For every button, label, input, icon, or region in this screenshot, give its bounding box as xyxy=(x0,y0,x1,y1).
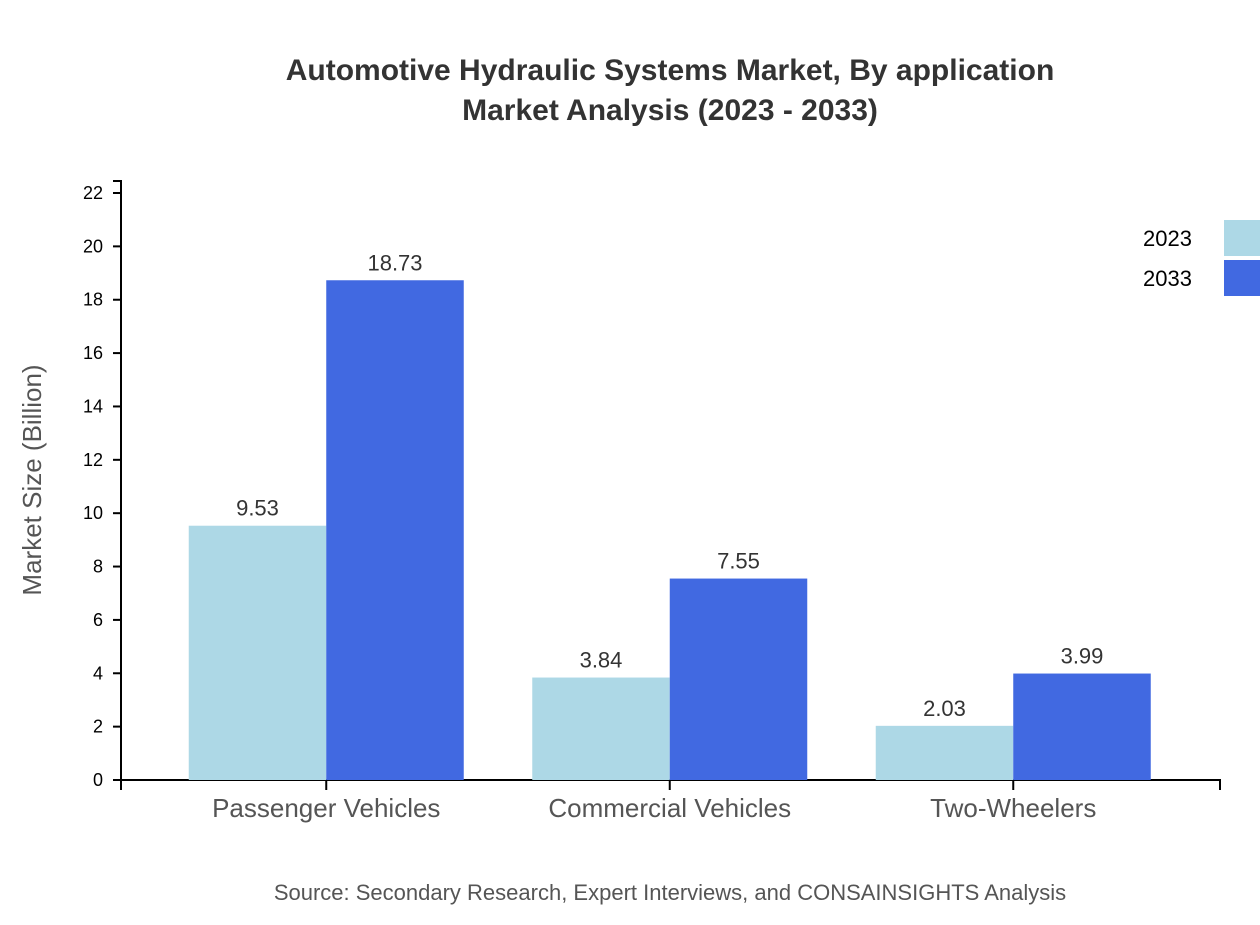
y-axis-line xyxy=(113,180,122,781)
y-tick-label: 0 xyxy=(93,770,103,790)
y-tick-label: 18 xyxy=(83,290,103,310)
chart-subtitle: Market Analysis (2023 - 2033) xyxy=(462,94,878,127)
data-label: 18.73 xyxy=(367,250,422,275)
bar-2023-commercial-vehicles xyxy=(532,677,670,780)
bar-2033-passenger-vehicles xyxy=(326,280,464,780)
y-tick-label: 16 xyxy=(83,343,103,363)
source-note: Source: Secondary Research, Expert Inter… xyxy=(274,880,1066,905)
legend-swatch-2033 xyxy=(1224,260,1260,296)
legend-swatch-2023 xyxy=(1224,220,1260,256)
y-tick-label: 6 xyxy=(93,610,103,630)
bar-2023-passenger-vehicles xyxy=(188,525,327,780)
x-tick-label: Passenger Vehicles xyxy=(212,793,440,823)
bar-2023-two-wheelers xyxy=(875,725,1014,780)
y-tick-label: 14 xyxy=(83,396,103,416)
x-tick-label: Two-Wheelers xyxy=(930,793,1096,823)
bar-2033-two-wheelers xyxy=(1013,673,1151,780)
data-label: 2.03 xyxy=(923,696,966,721)
y-tick-label: 2 xyxy=(93,717,103,737)
data-label: 9.53 xyxy=(236,496,279,521)
legend-label: 2033 xyxy=(1143,266,1192,291)
data-label: 3.84 xyxy=(580,648,623,673)
y-tick-label: 20 xyxy=(83,236,103,256)
chart-title: Automotive Hydraulic Systems Market, By … xyxy=(286,54,1055,87)
y-tick-label: 4 xyxy=(93,663,103,683)
y-tick-label: 10 xyxy=(83,503,103,523)
y-tick-label: 22 xyxy=(83,183,103,203)
y-axis-label: Market Size (Billion) xyxy=(17,364,47,595)
y-tick-label: 8 xyxy=(93,557,103,577)
data-label: 3.99 xyxy=(1061,644,1104,669)
legend-label: 2023 xyxy=(1143,226,1192,251)
bar-2033-commercial-vehicles xyxy=(669,578,808,780)
y-tick-label: 12 xyxy=(83,450,103,470)
data-label: 7.55 xyxy=(717,549,760,574)
x-tick-label: Commercial Vehicles xyxy=(548,793,791,823)
